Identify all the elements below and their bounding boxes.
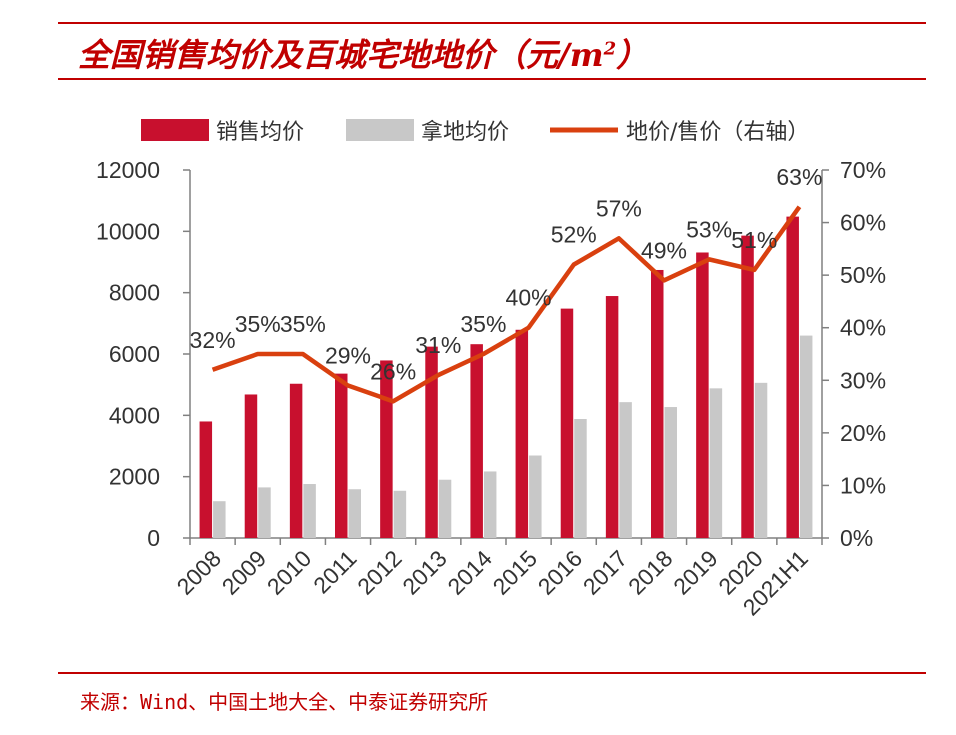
ratio-data-label: 31%	[415, 332, 461, 358]
title-superscript: 2	[603, 38, 617, 60]
bar-land-2009	[258, 487, 271, 538]
legend: 销售均价 拿地均价 地价/售价（右轴）	[141, 119, 809, 145]
x-tick-label: 2009	[217, 545, 272, 600]
bar-sales-2018	[651, 269, 664, 538]
ratio-data-label: 40%	[506, 285, 552, 311]
legend-label-sales: 销售均价	[216, 120, 304, 145]
bar-land-2014	[483, 471, 497, 538]
bar-land-2017	[619, 402, 632, 538]
ratio-line: 32%35% 35%29%26%31%35%40%52%57%49%53% 51%6…	[190, 164, 822, 404]
bar-sales-2017	[605, 296, 619, 538]
source-note: 来源：Wind、中国土地大全、中泰证券研究所	[80, 690, 489, 714]
x-tick-label: 2010	[262, 545, 317, 600]
left-tick-label: 4000	[109, 402, 160, 428]
right-tick-label: 10%	[840, 472, 886, 498]
x-tick-label: 2012	[352, 545, 407, 600]
ratio-data-label: 57%	[596, 195, 642, 221]
left-tick-label: 10000	[96, 218, 160, 244]
legend-swatch-land	[346, 119, 414, 141]
x-tick-label: 2008	[172, 545, 227, 600]
x-tick-label: 2016	[533, 545, 588, 600]
right-tick-label: 60%	[840, 210, 886, 236]
right-tick-label: 30%	[840, 367, 886, 393]
title-rule	[58, 78, 926, 80]
axes: 0 2000 4000 6000 8000 10000 12000 0% 10% 20% 30% 40…	[96, 157, 886, 551]
bar-sales-2019	[696, 252, 709, 538]
bar-sales-2011	[335, 373, 348, 538]
x-tick-label: 2013	[397, 545, 452, 600]
left-tick-label: 2000	[109, 464, 160, 490]
bar-land-2019	[709, 388, 723, 538]
x-tick-label: 2014	[442, 545, 497, 600]
ratio-data-label: 51%	[731, 227, 777, 253]
ratio-data-label: 53%	[686, 216, 732, 242]
bars	[199, 216, 813, 539]
right-tick-label: 40%	[840, 315, 886, 341]
x-axis-labels: 2008200920102011201220132014201520162017…	[172, 545, 813, 621]
bar-sales-2015	[515, 329, 529, 538]
legend-label-land: 拿地均价	[421, 119, 509, 145]
bar-sales-2020	[741, 235, 754, 539]
right-tick-label: 20%	[840, 420, 886, 446]
bar-sales-2021H1	[786, 216, 799, 538]
ratio-data-label: 26%	[370, 358, 416, 384]
ratio-data-label: 35%	[280, 311, 326, 337]
left-tick-label: 0	[147, 525, 160, 551]
right-tick-label: 50%	[840, 262, 886, 288]
ratio-data-label: 35%	[460, 311, 506, 337]
ratio-data-label: 35%	[235, 311, 281, 337]
bar-sales-2016	[560, 308, 574, 538]
bar-land-2012	[393, 490, 407, 538]
x-tick-label: 2019	[668, 545, 723, 600]
bar-land-2021H1	[799, 335, 813, 538]
x-tick-label: 2017	[578, 545, 633, 600]
ratio-data-label: 63%	[776, 164, 822, 190]
x-tick-label: 2018	[623, 545, 678, 600]
bar-land-2008	[213, 501, 226, 538]
left-tick-label: 8000	[109, 280, 160, 306]
legend-swatch-sales	[141, 119, 209, 141]
ratio-data-label: 29%	[325, 343, 371, 369]
bar-land-2018	[664, 407, 677, 538]
bar-sales-2009	[244, 394, 258, 538]
bar-sales-2012	[380, 360, 393, 538]
right-tick-label: 70%	[840, 157, 886, 183]
title-close: ）	[616, 36, 649, 74]
left-tick-label: 6000	[109, 341, 160, 367]
x-tick-label: 2015	[488, 545, 543, 600]
x-tick-label: 2011	[308, 545, 361, 598]
bar-land-2010	[303, 484, 316, 538]
bar-land-2020	[754, 382, 768, 538]
title-text: 全国销售均价及百城宅地地价（元/m	[78, 36, 604, 74]
bar-sales-2014	[470, 344, 483, 538]
top-rule	[58, 22, 926, 24]
left-tick-label: 12000	[96, 157, 160, 183]
ratio-data-label: 49%	[641, 237, 687, 263]
bar-sales-2008	[199, 421, 213, 538]
bar-land-2015	[529, 455, 542, 538]
ratio-data-label: 52%	[551, 222, 597, 248]
chart-title: 全国销售均价及百城宅地地价（元/m2）	[78, 30, 648, 76]
bar-land-2011	[348, 489, 361, 538]
ratio-series-line	[211, 205, 802, 404]
bottom-rule	[58, 672, 926, 674]
right-tick-label: 0%	[840, 525, 873, 551]
legend-label-ratio: 地价/售价（右轴）	[626, 120, 809, 145]
bar-land-2013	[438, 479, 452, 538]
bar-sales-2013	[425, 346, 438, 538]
ratio-data-label: 32%	[190, 327, 236, 353]
bar-land-2016	[574, 419, 587, 538]
bar-sales-2010	[289, 383, 303, 538]
